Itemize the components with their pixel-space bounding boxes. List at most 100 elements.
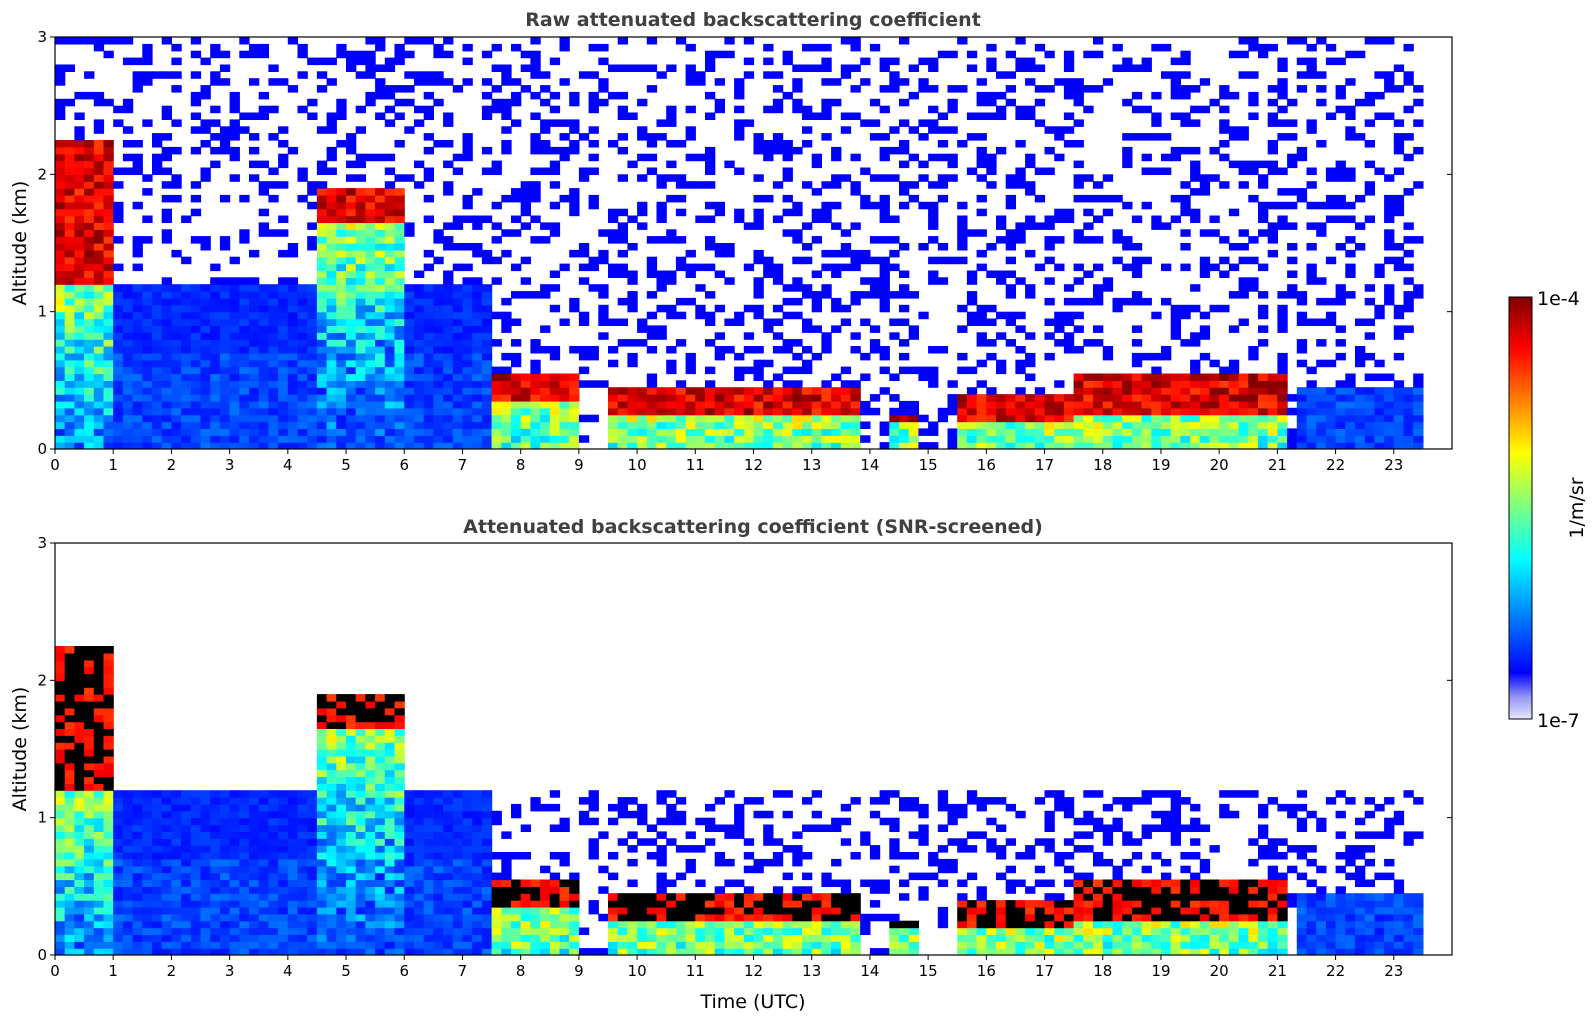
heatmap-cell	[1248, 435, 1259, 443]
heatmap-cell	[1190, 373, 1201, 381]
heatmap-cell	[889, 414, 900, 423]
heatmap-cell	[258, 352, 269, 361]
heatmap-cell	[355, 208, 366, 217]
heatmap-cell	[64, 790, 75, 798]
heatmap-cell	[675, 407, 687, 416]
heatmap-cell	[937, 112, 949, 120]
heatmap-cell	[375, 37, 386, 45]
heatmap-cell	[782, 297, 793, 306]
heatmap-cell	[384, 188, 396, 196]
heatmap-cell	[414, 421, 425, 429]
heatmap-cell	[64, 920, 75, 929]
heatmap-cell	[210, 803, 221, 812]
heatmap-cell	[1122, 236, 1133, 244]
heatmap-cell	[685, 387, 696, 395]
heatmap-cell	[346, 249, 357, 258]
heatmap-cell	[113, 845, 124, 853]
heatmap-cell	[850, 291, 861, 299]
heatmap-cell	[355, 201, 366, 210]
heatmap-cell	[316, 414, 328, 423]
heatmap-cell	[384, 297, 396, 306]
heatmap-cell	[792, 236, 803, 244]
heatmap-cell	[1131, 428, 1143, 436]
heatmap-cell	[617, 133, 628, 141]
heatmap-cell	[161, 105, 172, 114]
heatmap-cell	[93, 208, 105, 217]
heatmap-cell	[1267, 373, 1278, 381]
heatmap-cell	[93, 803, 105, 812]
heatmap-cell	[64, 776, 75, 784]
heatmap-cell	[113, 817, 124, 826]
heatmap-cell	[491, 105, 502, 114]
heatmap-cell	[171, 879, 182, 887]
heatmap-cell	[346, 414, 357, 423]
x-tick-label: 17	[1035, 456, 1054, 474]
heatmap-cell	[287, 906, 299, 915]
heatmap-cell	[869, 339, 881, 347]
heatmap-cell	[74, 879, 85, 887]
heatmap-cell	[1228, 91, 1240, 100]
heatmap-cell	[1015, 394, 1026, 402]
heatmap-cell	[355, 913, 366, 922]
heatmap-cell	[734, 119, 745, 127]
heatmap-cell	[316, 934, 328, 942]
heatmap-cell	[821, 112, 832, 120]
heatmap-cell	[375, 201, 386, 210]
heatmap-cell	[239, 380, 250, 388]
heatmap-cell	[1005, 339, 1016, 347]
heatmap-cell	[617, 222, 628, 230]
heatmap-cell	[113, 886, 124, 894]
heatmap-cell	[229, 332, 240, 340]
heatmap-cell	[113, 373, 124, 381]
heatmap-cell	[889, 236, 900, 244]
heatmap-cell	[966, 50, 978, 59]
heatmap-cell	[171, 941, 182, 949]
heatmap-cell	[1325, 414, 1337, 423]
heatmap-cell	[1063, 91, 1075, 100]
heatmap-cell	[200, 879, 211, 887]
heatmap-cell	[908, 400, 919, 409]
heatmap-cell	[792, 277, 803, 285]
heatmap-cell	[1267, 380, 1278, 388]
heatmap-cell	[171, 387, 182, 395]
heatmap-cell	[1325, 167, 1337, 175]
heatmap-cell	[161, 311, 172, 320]
heatmap-cell	[93, 687, 105, 695]
heatmap-cell	[190, 790, 202, 798]
heatmap-cell	[423, 366, 434, 375]
heatmap-cell	[1034, 119, 1046, 127]
heatmap-cell	[889, 428, 900, 436]
heatmap-cell	[549, 91, 561, 100]
heatmap-cell	[666, 435, 677, 443]
heatmap-cell	[957, 215, 968, 223]
heatmap-cell	[122, 352, 134, 361]
heatmap-cell	[103, 98, 114, 107]
heatmap-cell	[1025, 442, 1036, 449]
heatmap-cell	[161, 318, 172, 326]
heatmap-cell	[346, 831, 357, 839]
heatmap-cell	[530, 346, 541, 354]
heatmap-cell	[1161, 167, 1172, 175]
heatmap-cell	[462, 332, 473, 340]
heatmap-cell	[540, 387, 551, 395]
heatmap-cell	[307, 373, 318, 381]
heatmap-cell	[258, 181, 269, 189]
heatmap-cell	[1403, 387, 1414, 395]
heatmap-cell	[831, 428, 842, 436]
heatmap-cell	[986, 339, 997, 347]
heatmap-cell	[84, 783, 95, 791]
heatmap-cell	[229, 346, 240, 354]
heatmap-cell	[336, 414, 347, 423]
heatmap-cell	[705, 64, 716, 72]
heatmap-cell	[850, 256, 861, 265]
heatmap-cell	[219, 893, 231, 901]
heatmap-cell	[1248, 236, 1259, 244]
heatmap-cell	[171, 435, 182, 443]
heatmap-cell	[1093, 407, 1104, 416]
heatmap-cell	[103, 222, 114, 230]
heatmap-cell	[307, 810, 318, 819]
heatmap-cell	[685, 428, 696, 436]
heatmap-cell	[1054, 442, 1065, 449]
heatmap-cell	[1267, 98, 1278, 107]
heatmap-cell	[598, 43, 609, 52]
